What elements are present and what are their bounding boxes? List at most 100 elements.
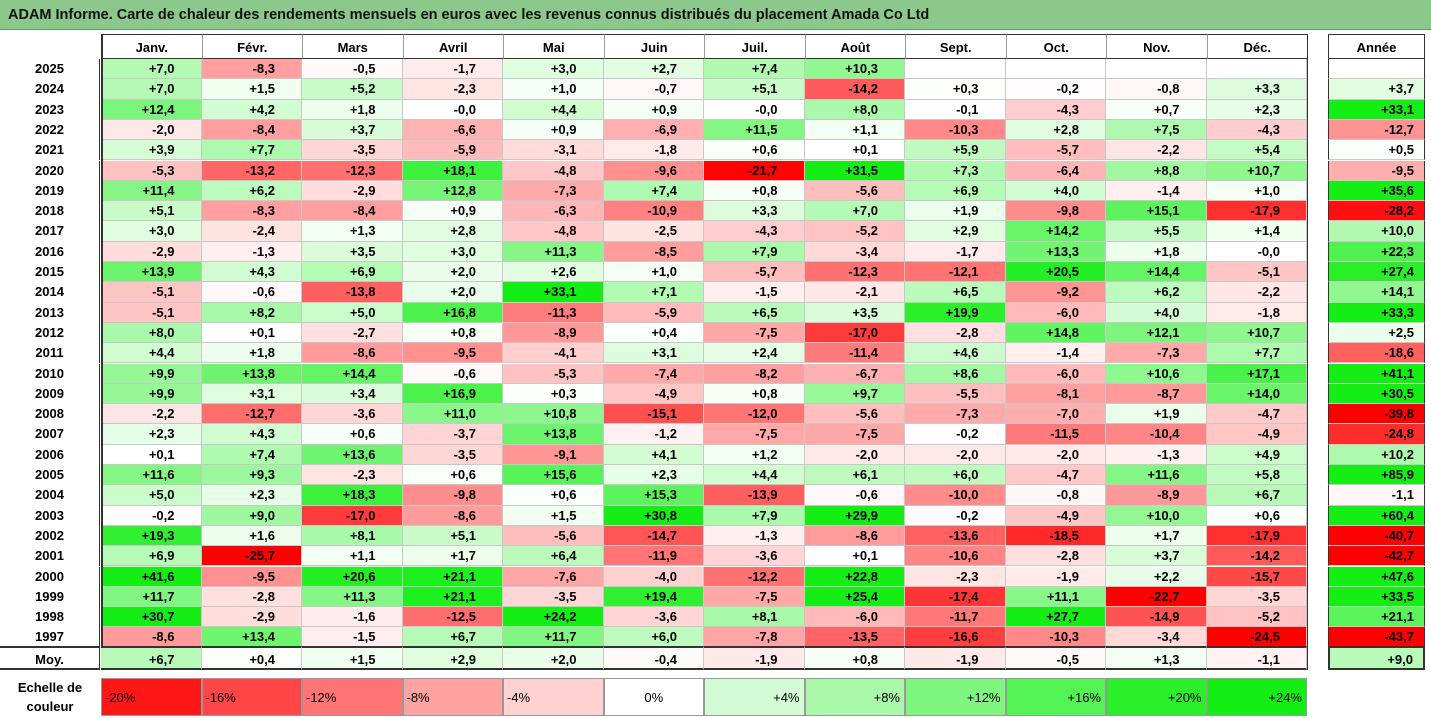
- heatmap-cell: +18,1: [402, 160, 503, 181]
- heatmap-cell: +8,2: [201, 302, 302, 323]
- heatmap-cell: -7,6: [503, 566, 604, 587]
- heatmap-cell: +29,9: [804, 505, 905, 526]
- average-cell: +2,0: [503, 646, 604, 670]
- heatmap-cell: +2,8: [1005, 119, 1106, 141]
- heatmap-cell: -7,3: [503, 180, 604, 202]
- heatmap-cell: -4,3: [704, 221, 805, 242]
- year-label: 1998: [0, 607, 100, 628]
- heatmap-cell: +16,8: [402, 302, 503, 323]
- year-label: 2014: [0, 282, 100, 303]
- average-cell: -0,5: [1005, 646, 1106, 670]
- annual-cell: +41,1: [1328, 363, 1425, 384]
- annual-cell: +22,3: [1328, 241, 1425, 262]
- heatmap-cell: -3,7: [402, 424, 503, 445]
- heatmap-cell: +11,7: [101, 586, 202, 608]
- heatmap-cell: +6,9: [101, 546, 202, 567]
- heatmap-cell: +2,3: [603, 465, 704, 486]
- heatmap-cell: +11,1: [1005, 586, 1106, 608]
- heatmap-cell: +1,1: [302, 546, 403, 567]
- heatmap-cell: -4,1: [503, 343, 604, 364]
- heatmap-cell: -2,2: [101, 404, 202, 425]
- heatmap-cell: -17,9: [1206, 201, 1307, 222]
- heatmap-cell: -5,1: [1206, 262, 1307, 283]
- average-cell: +6,7: [101, 646, 202, 670]
- heatmap-cell: +31,5: [804, 160, 905, 181]
- heatmap-cell: +0,8: [704, 180, 805, 202]
- heatmap-cell: -0,7: [603, 79, 704, 100]
- heatmap-cell: [905, 59, 1006, 80]
- heatmap-cell: +8,0: [101, 322, 202, 344]
- heatmap-cell: +30,7: [101, 607, 202, 628]
- heatmap-cell: +3,7: [1106, 546, 1207, 567]
- heatmap-cell: +10,7: [1206, 160, 1307, 181]
- heatmap-cell: +3,3: [704, 201, 805, 222]
- heatmap-cell: -5,9: [603, 302, 704, 323]
- heatmap-cell: -8,1: [1005, 383, 1106, 405]
- heatmap-cell: -6,9: [603, 119, 704, 141]
- heatmap-cell: +8,1: [704, 607, 805, 628]
- heatmap-cell: +4,3: [201, 262, 302, 283]
- average-cell: +1,3: [1106, 646, 1207, 670]
- heatmap-cell: +0,8: [402, 322, 503, 344]
- scale-step: -16%: [201, 678, 302, 716]
- heatmap-cell: -0,2: [905, 424, 1006, 445]
- heatmap-cell: +6,7: [402, 627, 503, 648]
- heatmap-cell: -16,6: [905, 627, 1006, 648]
- heatmap-cell: +1,9: [905, 201, 1006, 222]
- annual-cell: +60,4: [1328, 505, 1425, 526]
- heatmap-cell: +6,7: [1206, 485, 1307, 506]
- heatmap-cell: -2,0: [101, 119, 202, 141]
- average-cell: +0,8: [804, 646, 905, 670]
- heatmap-cell: +0,9: [402, 201, 503, 222]
- heatmap-cell: +5,2: [302, 79, 403, 100]
- heatmap-cell: -9,8: [1005, 201, 1106, 222]
- heatmap-cell: -7,3: [1106, 343, 1207, 364]
- average-cell: -1,1: [1206, 646, 1307, 670]
- year-label: 2005: [0, 465, 100, 486]
- heatmap-cell: -9,5: [402, 343, 503, 364]
- annual-cell: +0,5: [1328, 140, 1425, 161]
- year-label: 2023: [0, 99, 100, 120]
- annual-cell: +21,1: [1328, 607, 1425, 628]
- heatmap-cell: -21,7: [704, 160, 805, 181]
- heatmap-cell: -7,0: [1005, 404, 1106, 425]
- annual-cell: +35,6: [1328, 180, 1425, 202]
- year-label: 2020: [0, 160, 100, 181]
- heatmap-cell: -10,4: [1106, 424, 1207, 445]
- heatmap-cell: -6,0: [804, 607, 905, 628]
- heatmap-cell: +13,9: [101, 262, 202, 283]
- heatmap-cell: +0,3: [503, 383, 604, 405]
- heatmap-cell: +3,1: [603, 343, 704, 364]
- heatmap-cell: -5,2: [804, 221, 905, 242]
- annual-cell: +30,5: [1328, 383, 1425, 405]
- heatmap-cell: +4,2: [201, 99, 302, 120]
- heatmap-cell: -2,8: [905, 322, 1006, 344]
- heatmap-cell: +7,9: [704, 505, 805, 526]
- heatmap-cell: -2,9: [101, 241, 202, 262]
- heatmap-cell: +11,3: [503, 241, 604, 262]
- heatmap-cell: -13,9: [704, 485, 805, 506]
- heatmap-cell: -4,9: [1206, 424, 1307, 445]
- annual-cell: +10,2: [1328, 444, 1425, 465]
- year-label: 2018: [0, 201, 100, 222]
- heatmap-cell: -0,2: [101, 505, 202, 526]
- heatmap-cell: +6,4: [503, 546, 604, 567]
- heatmap-cell: +10,8: [503, 404, 604, 425]
- heatmap-cell: -12,2: [704, 566, 805, 587]
- heatmap-cell: +1,2: [704, 444, 805, 465]
- heatmap-cell: -1,7: [402, 59, 503, 80]
- heatmap-cell: +4,6: [905, 343, 1006, 364]
- heatmap-cell: +10,7: [1206, 322, 1307, 344]
- annual-cell: -39,8: [1328, 404, 1425, 425]
- heatmap-cell: [1005, 59, 1106, 80]
- heatmap-cell: -10,3: [905, 119, 1006, 141]
- heatmap-cell: -11,4: [804, 343, 905, 364]
- annual-cell: +2,5: [1328, 322, 1425, 344]
- heatmap-cell: -10,9: [603, 201, 704, 222]
- heatmap-cell: -13,8: [302, 282, 403, 303]
- heatmap-cell: -5,1: [101, 302, 202, 323]
- heatmap-cell: +1,3: [302, 221, 403, 242]
- heatmap-cell: -6,6: [402, 119, 503, 141]
- heatmap-cell: -1,4: [1005, 343, 1106, 364]
- year-label: 2006: [0, 444, 100, 465]
